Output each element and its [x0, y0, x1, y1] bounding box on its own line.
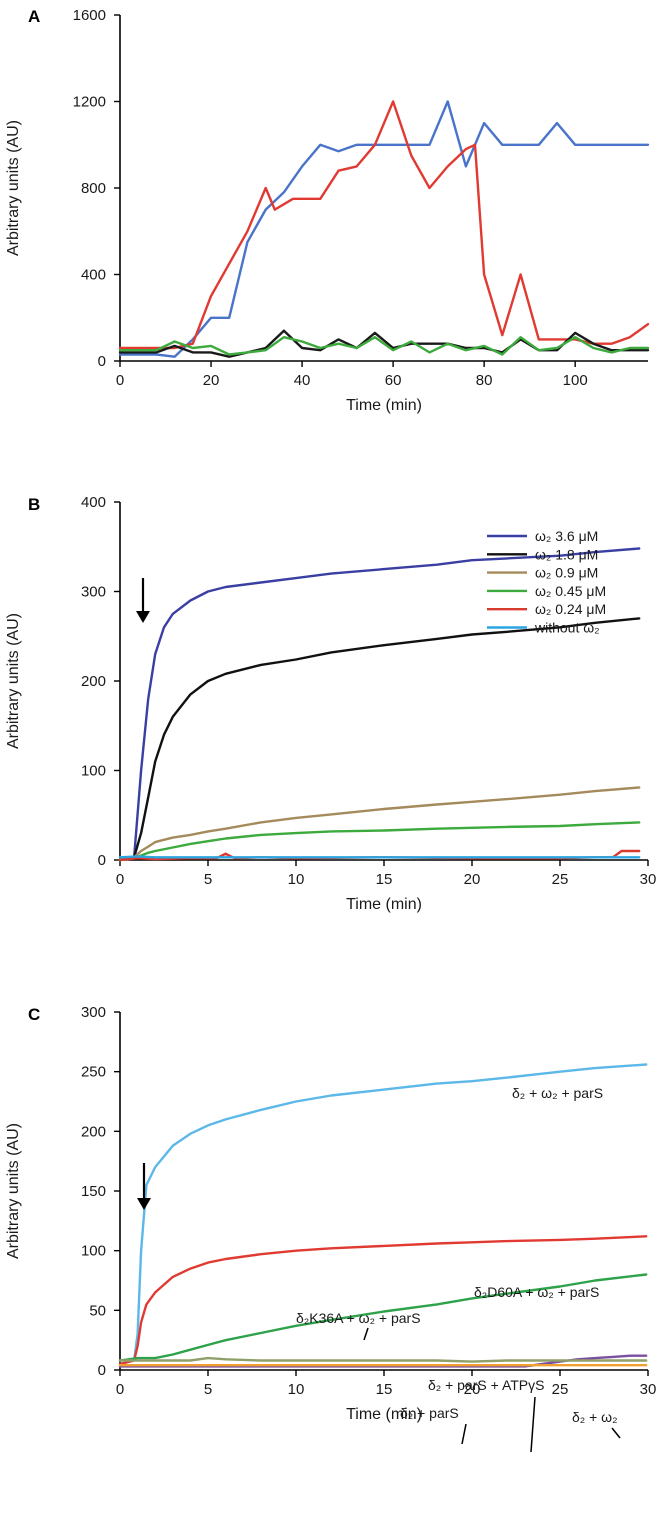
x-tick-label: 20: [464, 1381, 481, 1398]
y-tick-label: 250: [81, 1064, 106, 1081]
panel-b: B 0 100 200 300 400 0 5 10 15 20 25 30 Time (min) Arbi…: [5, 494, 656, 913]
x-tick-label: 15: [376, 1381, 393, 1398]
x-tick-label: 30: [640, 871, 657, 888]
y-axis-title: Arbitrary units (AU): [5, 1123, 22, 1259]
y-tick-label: 50: [89, 1302, 106, 1319]
arrow-down-icon: [137, 1198, 151, 1210]
y-tick-label: 400: [81, 267, 106, 284]
legend-label: ω₂ 0.45 μM: [535, 583, 606, 599]
legend-label: without ω₂: [534, 620, 600, 636]
legend-label: ω₂ 0.24 μM: [535, 601, 606, 617]
panel-label: C: [28, 1005, 40, 1024]
series-annotation: δ₂ + ω₂ + parS: [512, 1085, 603, 1101]
series-line-3: [118, 1273, 648, 1362]
series-line-3: [118, 786, 641, 862]
panel-label: A: [28, 7, 40, 26]
x-tick-label: 30: [640, 1381, 657, 1398]
annotation-leader: [363, 1327, 369, 1341]
y-tick-label: 300: [81, 584, 106, 601]
x-axis-title: Time (min): [346, 896, 422, 913]
x-tick-label: 15: [376, 871, 393, 888]
x-tick-label: 60: [385, 372, 402, 389]
y-tick-label: 1200: [73, 94, 106, 111]
y-tick-label: 100: [81, 763, 106, 780]
y-tick-label: 150: [81, 1183, 106, 1200]
series-line-2: [118, 100, 650, 350]
y-tick-label: 1600: [73, 7, 106, 24]
x-tick-label: 0: [116, 871, 124, 888]
y-tick-label: 800: [81, 180, 106, 197]
y-tick-label: 0: [98, 353, 106, 370]
y-tick-label: 0: [98, 1362, 106, 1379]
x-tick-label: 0: [116, 372, 124, 389]
series-annotation: δ₂K36A + ω₂ + parS: [296, 1310, 421, 1326]
x-tick-label: 5: [204, 871, 212, 888]
arrow-down-icon: [136, 611, 150, 623]
series-annotation: δ₂D60A + ω₂ + parS: [474, 1284, 599, 1300]
x-tick-label: 20: [203, 372, 220, 389]
x-tick-label: 5: [204, 1381, 212, 1398]
y-tick-label: 200: [81, 673, 106, 690]
series-line-1: [118, 100, 650, 358]
series-line-4: [118, 821, 641, 862]
x-axis-title: Time (min): [346, 397, 422, 414]
series-line-5: [118, 1356, 648, 1363]
series-line-2: [118, 1235, 648, 1366]
annotation-leader: [611, 1427, 621, 1439]
y-tick-label: 100: [81, 1243, 106, 1260]
y-tick-label: 400: [81, 494, 106, 511]
panel-label: B: [28, 495, 40, 514]
x-tick-label: 25: [552, 871, 569, 888]
series-line-1: [118, 547, 641, 862]
annotation-leader: [461, 1423, 467, 1445]
panel-a: A 0 400 800 1200 1600 0 20 40 60 80 100 Time (min) Ar…: [5, 7, 650, 414]
x-tick-label: 10: [288, 1381, 305, 1398]
x-axis-title: Time (min): [346, 1406, 422, 1423]
series-line-5: [118, 849, 641, 862]
x-tick-label: 0: [116, 1381, 124, 1398]
x-tick-label: 80: [476, 372, 493, 389]
series-line-2: [118, 617, 641, 862]
series-annotation: δ₂ + parS + ATPγS: [428, 1377, 544, 1393]
series-annotation: δ₂ + parS: [400, 1405, 459, 1421]
x-tick-label: 25: [552, 1381, 569, 1398]
legend-label: ω₂ 3.6 μM: [535, 528, 598, 544]
y-axis-title: Arbitrary units (AU): [5, 120, 22, 256]
x-tick-label: 100: [563, 372, 588, 389]
x-tick-label: 40: [294, 372, 311, 389]
series-annotation: δ₂ + ω₂: [572, 1409, 618, 1425]
legend-label: ω₂ 0.9 μM: [535, 565, 598, 581]
x-tick-label: 20: [464, 871, 481, 888]
y-tick-label: 300: [81, 1004, 106, 1021]
panel-c: C 0 50 100 150 200 250 300 0 5 10 15 20 25 30 Time (min…: [5, 1004, 657, 1453]
annotation-leader: [530, 1396, 536, 1453]
y-tick-label: 0: [98, 852, 106, 869]
series-line-1: [118, 1063, 648, 1366]
legend-label: ω₂ 1.8 μM: [535, 546, 598, 562]
series-line-4: [118, 1354, 648, 1368]
y-tick-label: 200: [81, 1123, 106, 1140]
x-tick-label: 10: [288, 871, 305, 888]
y-axis-title: Arbitrary units (AU): [5, 613, 22, 749]
series-line-4: [118, 336, 650, 356]
series-line-6: [118, 855, 641, 859]
